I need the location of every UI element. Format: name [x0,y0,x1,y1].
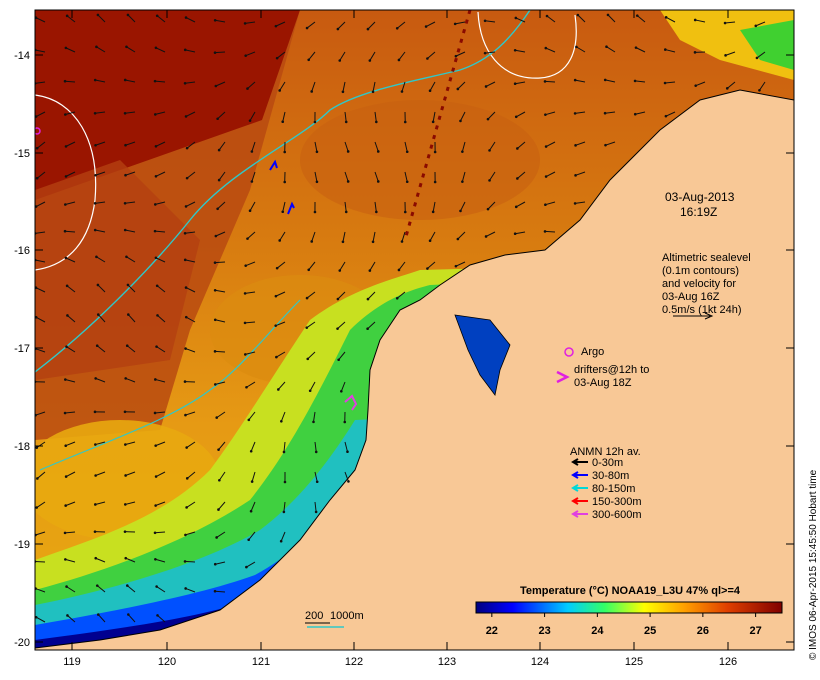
y-tick-label: -20 [14,637,30,649]
colorbar-tick-label: 26 [697,625,709,637]
y-axis-ticks: -14 -15 -16 -17 -18 -19 -20 [14,50,794,649]
y-tick-label: -18 [14,441,30,453]
drifters-line-1: drifters@12h to [574,364,649,376]
scale-label: 200 [305,610,323,622]
isobath-label: 1000m [330,610,364,622]
altimetry-line-2: (0.1m contours) [662,265,739,277]
anmn-legend-label: 0-30m [592,457,623,469]
anmn-legend-label: 80-150m [592,483,635,495]
y-tick-label: -16 [14,245,30,257]
anmn-legend-label: 150-300m [592,496,642,508]
x-tick-label: 120 [158,656,176,668]
land-mass [35,89,794,650]
argo-label: Argo [581,346,604,358]
x-tick-label: 126 [719,656,737,668]
x-tick-label: 121 [252,656,270,668]
timestamp-line1: 03-Aug-2013 [665,190,735,204]
credit-text: © IMOS 06-Apr-2015 15:45:50 Hobart time [808,469,819,660]
altimetry-line-1: Altimetric sealevel [662,252,751,264]
y-tick-label: -14 [14,50,30,62]
anmn-title: ANMN 12h av. [570,446,641,458]
drifter-icon [556,370,570,384]
y-tick-label: -15 [14,148,30,160]
colorbar-ticks: 22 23 24 25 26 27 [486,613,762,637]
colorbar-tick-label: 25 [644,625,656,637]
x-axis-ticks: 119 120 121 122 123 124 125 126 [63,10,737,668]
colorbar-title: Temperature (°C) NOAA19_L3U 47% ql>=4 [520,585,741,597]
velocity-arrows [35,13,766,623]
x-tick-label: 122 [345,656,363,668]
anmn-legend-label: 300-600m [592,509,642,521]
altimetry-line-3: and velocity for [662,278,736,290]
isobath-1000m [35,10,531,373]
drifters-line-2: 03-Aug 18Z [574,377,632,389]
colorbar [475,601,783,614]
sst-field [35,10,794,650]
argo-icon [564,347,574,357]
altimetry-line-4: 03-Aug 16Z [662,291,720,303]
x-tick-label: 124 [531,656,549,668]
x-tick-label: 125 [625,656,643,668]
altimetry-line-5: 0.5m/s (1kt 24h) [662,304,741,316]
colorbar-tick-label: 23 [538,625,550,637]
colorbar-tick-label: 27 [749,625,761,637]
x-tick-label: 123 [438,656,456,668]
x-tick-label: 119 [63,656,81,668]
timestamp-line2: 16:19Z [680,205,717,219]
colorbar-tick-label: 24 [591,625,604,637]
colorbar-tick-label: 22 [486,625,498,637]
y-tick-label: -17 [14,343,30,355]
anmn-legend-label: 30-80m [592,470,629,482]
y-tick-label: -19 [14,539,30,551]
